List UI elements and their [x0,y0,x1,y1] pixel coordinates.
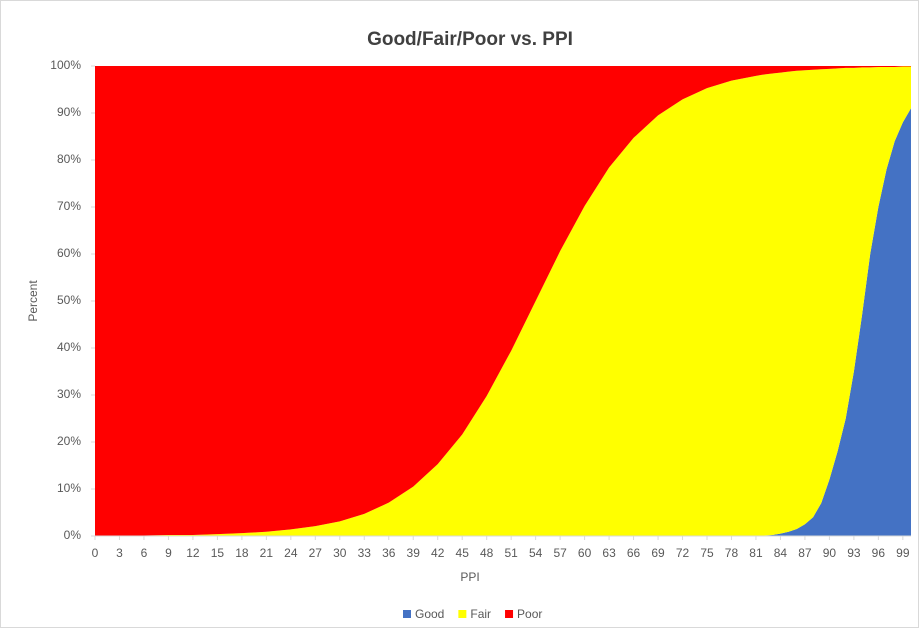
y-tick-label: 0% [64,528,82,542]
y-tick-label: 90% [57,105,81,119]
area [95,108,911,537]
legend-swatch [458,610,467,618]
x-tick-label: 42 [431,546,445,560]
x-tick-label: 33 [358,546,372,560]
y-tick-label: 70% [57,199,81,213]
y-tick-label: 100% [50,58,81,72]
x-tick-label: 30 [333,546,347,560]
x-tick-label: 90 [823,546,837,560]
legend-label: Poor [517,607,542,621]
x-tick-label: 18 [235,546,249,560]
area [95,66,911,536]
x-tick-label: 57 [553,546,567,560]
y-tick-label: 80% [57,152,81,166]
x-tick-label: 84 [774,546,788,560]
y-tick-label: 10% [57,481,81,495]
x-tick-label: 12 [186,546,200,560]
x-axis-label: PPI [460,570,479,584]
legend-label: Fair [470,607,491,621]
area [95,66,911,536]
x-tick-label: 36 [382,546,396,560]
x-tick-label: 51 [504,546,518,560]
legend-swatch [505,610,514,618]
chart-title: Good/Fair/Poor vs. PPI [367,29,573,50]
x-tick-label: 63 [602,546,616,560]
x-tick-label: 66 [627,546,641,560]
legend-swatch [403,610,411,618]
x-tick-label: 27 [309,546,323,560]
x-tick-label: 24 [284,546,298,560]
x-tick-label: 9 [165,546,172,560]
x-tick-label: 60 [578,546,592,560]
x-tick-label: 75 [700,546,714,560]
y-tick-label: 20% [57,434,81,448]
x-tick-label: 15 [211,546,225,560]
x-tick-label: 78 [725,546,739,560]
x-tick-label: 99 [896,546,910,560]
x-tick-label: 93 [847,546,861,560]
x-tick-label: 39 [407,546,421,560]
y-tick-label: 50% [57,293,81,307]
x-tick-label: 72 [676,546,690,560]
y-tick-label: 30% [57,387,81,401]
x-tick-label: 21 [260,546,274,560]
y-tick-label: 40% [57,340,81,354]
x-tick-label: 69 [651,546,665,560]
x-tick-label: 0 [92,546,99,560]
x-tick-label: 48 [480,546,494,560]
legend-label: Good [415,607,444,621]
y-tick-label: 60% [57,246,81,260]
x-tick-label: 87 [798,546,812,560]
x-tick-label: 3 [116,546,123,560]
x-tick-label: 54 [529,546,543,560]
x-tick-label: 96 [872,546,886,560]
x-tick-label: 45 [456,546,470,560]
x-tick-label: 6 [141,546,148,560]
y-axis-label: Percent [26,280,40,322]
x-tick-label: 81 [749,546,763,560]
